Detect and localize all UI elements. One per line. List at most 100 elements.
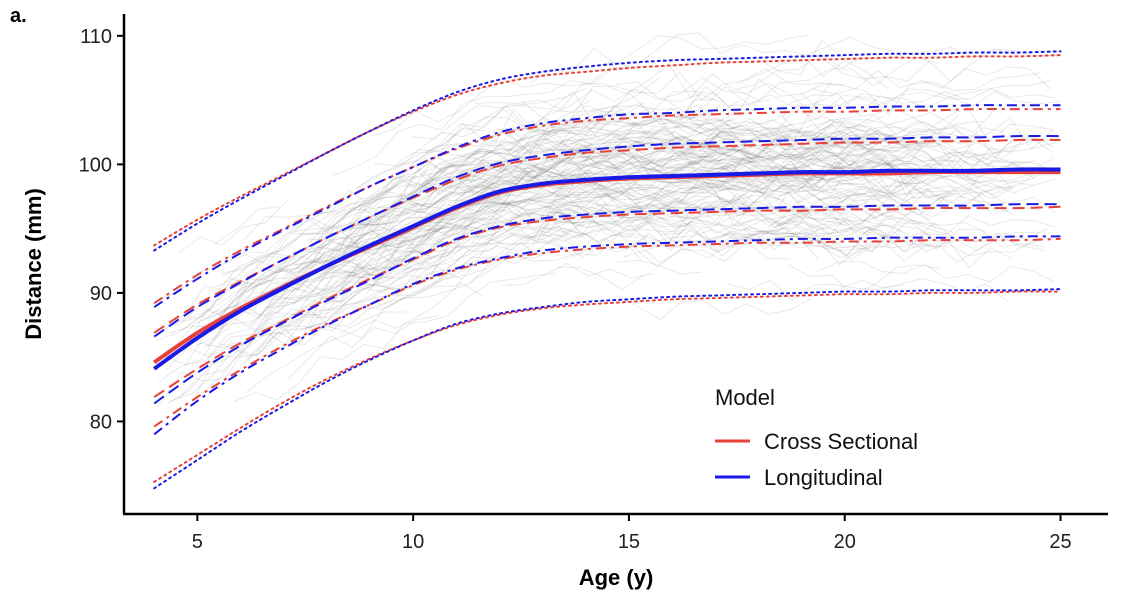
centile-line-longitudinal-p50 [153, 167, 1061, 371]
trajectory-line [616, 295, 812, 321]
trajectory-line [409, 190, 756, 258]
trajectory-line [748, 199, 987, 233]
trajectory-line [464, 155, 703, 208]
trajectory-line [669, 177, 951, 207]
trajectory-line [676, 140, 1001, 166]
trajectory-line [313, 194, 509, 256]
trajectory-line [755, 185, 1015, 212]
trajectory-line [839, 279, 905, 289]
trajectory-line [404, 153, 578, 212]
trajectory-line [276, 257, 364, 292]
y-tick-label: 80 [90, 411, 112, 433]
trajectory-line [472, 209, 819, 260]
trajectory-line [770, 131, 901, 171]
trajectory-line [827, 127, 936, 149]
trajectory-line [473, 197, 842, 244]
trajectory-line [288, 169, 419, 232]
y-tick-label: 90 [90, 283, 112, 305]
trajectory-line [775, 171, 1014, 204]
trajectory-line [690, 171, 1036, 212]
trajectory-line [402, 191, 705, 276]
trajectory-line [398, 104, 679, 169]
trajectory-line [833, 176, 964, 202]
trajectory-line [702, 127, 1005, 148]
trajectory-line [601, 132, 732, 150]
trajectory-line [626, 186, 843, 227]
trajectory-line [297, 247, 578, 339]
y-tick-label: 110 [80, 26, 112, 48]
trajectory-line [615, 259, 703, 275]
centile-line-cross-sectional-p75 [153, 138, 1061, 334]
trajectory-line [329, 223, 418, 273]
trajectory-line [364, 163, 495, 225]
trajectory-line [557, 266, 644, 291]
trajectory-line [343, 174, 603, 264]
trajectory-line [524, 149, 806, 185]
trajectory-line [661, 120, 857, 151]
x-tick-label: 5 [192, 531, 203, 553]
trajectory-line [813, 66, 1052, 95]
trajectory-line [377, 186, 745, 249]
trajectory-line [659, 125, 812, 148]
trajectory-line [794, 103, 838, 120]
trajectory-line [755, 155, 1059, 198]
trajectory-line [403, 209, 599, 270]
trajectory-line [486, 111, 725, 147]
trajectory-line [698, 156, 980, 196]
trajectory-line [616, 76, 833, 112]
trajectory-line [578, 91, 967, 141]
trajectory-line [756, 39, 1060, 76]
trajectory-line [484, 123, 594, 172]
trajectory-line [352, 125, 656, 211]
centile-line-cross-sectional-p25 [153, 205, 1061, 398]
trajectory-line [652, 220, 1042, 255]
trajectory-line [194, 257, 433, 399]
trajectory-line [407, 204, 818, 270]
trajectory-line [569, 179, 656, 202]
trajectory-line [827, 128, 1023, 162]
trajectory-line [173, 219, 390, 349]
trajectory-line [485, 177, 767, 208]
trajectory-line [687, 220, 947, 253]
trajectory-line [523, 139, 827, 179]
trajectory-line [330, 159, 655, 275]
trajectory-line [522, 137, 567, 156]
trajectory-line [577, 193, 643, 201]
trajectory-line [365, 181, 495, 247]
trajectory-line [818, 178, 1057, 204]
trajectory-line [641, 136, 1052, 170]
trajectory-line [657, 113, 788, 134]
trajectory-line [563, 175, 845, 206]
trajectory-line [325, 176, 521, 260]
trajectory-line [216, 137, 584, 294]
centile-line-cross-sectional-p3 [153, 290, 1062, 483]
centile-line-longitudinal-p90 [153, 104, 1061, 308]
trajectory-line [322, 129, 711, 229]
trajectory-line [318, 227, 600, 311]
trajectory-line [178, 200, 288, 254]
trajectory-line [620, 195, 923, 228]
trajectory-line [344, 129, 582, 228]
x-tick-label: 15 [618, 531, 640, 553]
centile-line-longitudinal-p10 [153, 235, 1061, 436]
trajectory-line [588, 108, 762, 136]
trajectory-line [201, 202, 419, 322]
trajectory-line [468, 144, 621, 193]
trajectory-line [530, 154, 877, 187]
trajectory-line [235, 286, 301, 318]
trajectory-line [509, 85, 769, 134]
trajectory-line [636, 170, 853, 205]
trajectory-line [599, 174, 838, 212]
trajectory-line [343, 182, 495, 263]
trajectory-line [773, 204, 1055, 235]
trajectory-line [518, 220, 887, 249]
trajectory-line [157, 175, 417, 301]
trajectory-line [689, 117, 733, 131]
centile-line-cross-sectional-p97 [153, 54, 1062, 247]
trajectory-line [782, 132, 1021, 167]
trajectory-line [195, 286, 283, 347]
trajectory-line [357, 77, 660, 189]
trajectory-line [494, 198, 581, 226]
trajectory-line [367, 265, 411, 289]
trajectory-line [789, 125, 942, 154]
